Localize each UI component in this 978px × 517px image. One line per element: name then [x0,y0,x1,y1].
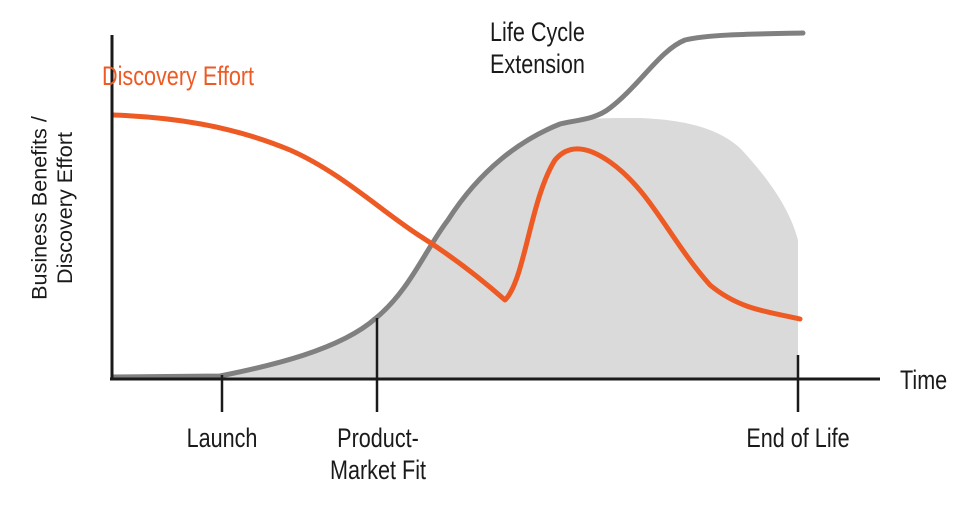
life-cycle-label-line2: Extension [490,49,585,79]
discovery-effort-curve [110,112,803,322]
pmf-label-line1: Product- [337,423,419,453]
business-benefit-area [113,118,798,378]
launch-label: Launch [186,423,258,453]
pmf-label-line2: Market Fit [329,455,426,485]
life-cycle-label-line1: Life Cycle [490,17,585,47]
discovery-effort-label: Discovery Effort [102,61,255,91]
business-benefit-curve [110,30,806,380]
y-axis-title-line2: Discovery Effort [52,131,77,285]
end-of-life-label: End of Life [746,423,850,453]
y-axis-title-line1: Business Benefits / [27,116,52,300]
x-axis-title: Time [900,365,948,395]
product-market-fit-label: Product- Market Fit [314,422,442,486]
life-cycle-extension-label: Life Cycle Extension [490,16,585,80]
